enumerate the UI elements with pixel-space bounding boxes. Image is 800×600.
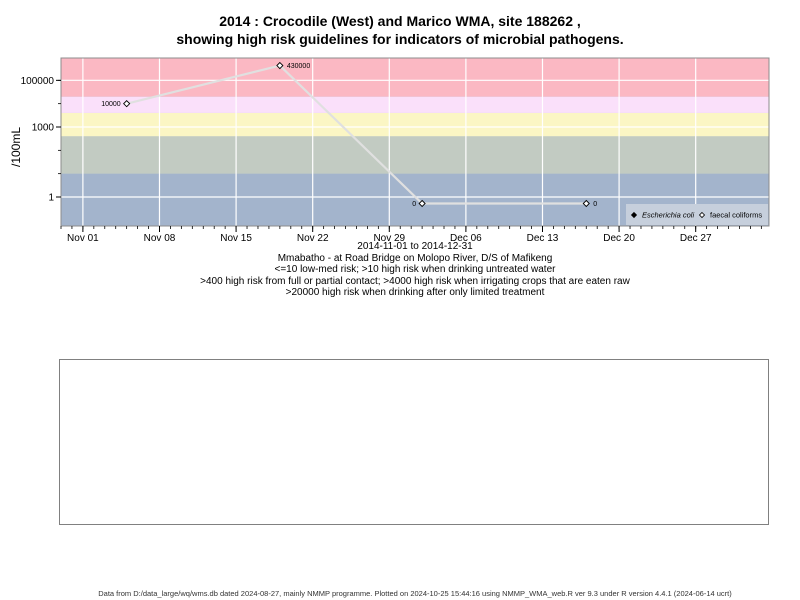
- empty-secondary-panel: [59, 359, 769, 525]
- data-label-0-3: 0: [593, 201, 597, 208]
- x-tick-label-1: Nov 08: [144, 233, 176, 244]
- caption-risk-line-2: >400 high risk from full or partial cont…: [200, 276, 630, 287]
- y-tick-label-2: 100000: [21, 76, 55, 87]
- y-tick-label-0: 1: [48, 193, 54, 204]
- x-tick-label-4: Nov 29: [373, 233, 405, 244]
- risk-band-0: [61, 136, 769, 174]
- data-label-0-2: 0: [412, 201, 416, 208]
- data-point-0-1: [276, 61, 284, 70]
- chart-title-line-2: showing high risk guidelines for indicat…: [176, 31, 624, 47]
- legend-marker-1: [698, 211, 706, 219]
- risk-band-2: [61, 96, 769, 113]
- data-point-0-0: [123, 100, 131, 108]
- risk-band-3: [61, 58, 769, 97]
- legend-box: [626, 204, 768, 225]
- x-tick-label-5: Dec 06: [450, 233, 482, 244]
- data-label-0-1: 430000: [287, 63, 310, 70]
- caption-site: Mmabatho - at Road Bridge on Molopo Rive…: [277, 253, 553, 264]
- data-source-footer: Data from D:/data_large/wq/wms.db dated …: [98, 589, 732, 598]
- x-tick-label-8: Dec 27: [680, 233, 712, 244]
- legend-label-0: Escherichia coli: [642, 211, 694, 220]
- caption-risk-line-1: <=10 low-med risk; >10 high risk when dr…: [274, 264, 556, 275]
- risk-band-1: [61, 112, 769, 137]
- data-label-0-0: 10000: [101, 101, 121, 108]
- chart-title-line-1: 2014 : Crocodile (West) and Marico WMA, …: [219, 13, 581, 29]
- x-tick-label-7: Dec 20: [603, 233, 635, 244]
- x-tick-label-2: Nov 15: [220, 233, 252, 244]
- caption-risk-line-3: >20000 high risk when drinking after onl…: [285, 287, 545, 298]
- plot-frame: [60, 57, 770, 227]
- y-axis-label: /100mL: [9, 126, 24, 168]
- x-tick-label-3: Nov 22: [297, 233, 329, 244]
- legend-label-1: faecal coliforms: [710, 211, 762, 220]
- x-tick-label-0: Nov 01: [67, 233, 99, 244]
- y-tick-label-1: 1000: [32, 123, 55, 134]
- data-point-0-3: [582, 199, 590, 208]
- data-point-0-2: [418, 199, 426, 208]
- x-tick-label-6: Dec 13: [527, 233, 559, 244]
- legend-marker-0: [630, 211, 638, 219]
- caption-date-range: 2014-11-01 to 2014-12-31: [357, 241, 473, 252]
- series-line-0: [126, 64, 587, 205]
